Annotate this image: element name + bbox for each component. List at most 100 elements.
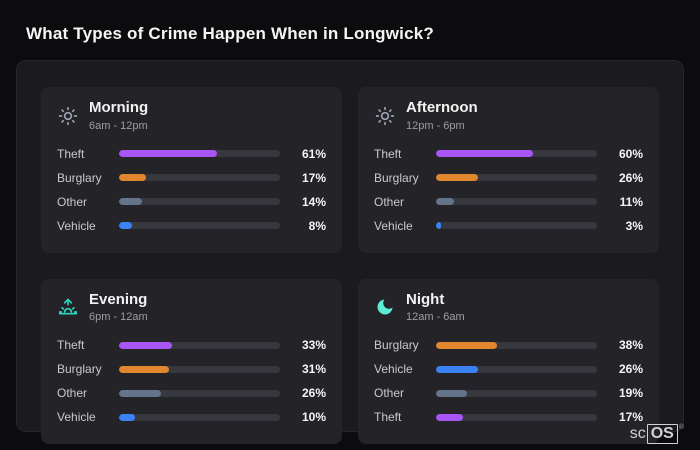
sun-icon (57, 105, 79, 127)
stat-row: Theft 33% (57, 338, 326, 352)
crime-percent: 26% (301, 386, 326, 400)
stat-row: Theft 17% (374, 410, 643, 424)
card-morning: Morning 6am - 12pm Theft 61% Burglary 17… (41, 87, 342, 253)
crime-label: Other (374, 194, 405, 209)
crime-percent: 17% (301, 170, 326, 185)
crime-label: Burglary (374, 338, 419, 352)
bar-track (436, 222, 597, 229)
crime-percent: 19% (618, 386, 643, 400)
bar-fill (436, 222, 441, 229)
card-evening: Evening 6pm - 12am Theft 33% Burglary 31… (41, 278, 342, 444)
bar-track (436, 150, 597, 157)
bar-fill (119, 341, 173, 349)
crime-percent: 17% (618, 410, 643, 424)
card-title: Afternoon (406, 99, 478, 116)
bar-track (119, 389, 280, 397)
bar-fill (436, 389, 467, 397)
crime-percent: 26% (618, 362, 643, 376)
stat-row: Theft 61% (57, 147, 326, 161)
crime-percent: 11% (619, 194, 643, 209)
bar-fill (436, 413, 464, 421)
card-title: Evening (89, 290, 148, 308)
bar-fill (119, 150, 218, 157)
stat-row: Other 26% (57, 386, 326, 400)
bar-track (436, 413, 597, 421)
crime-label: Burglary (57, 170, 102, 185)
bar-track (119, 222, 280, 229)
time-periods-panel: Morning 6am - 12pm Theft 61% Burglary 17… (16, 60, 684, 444)
card-subtitle: 12am - 6am (406, 311, 465, 323)
bar-fill (119, 389, 161, 397)
card-night: Night 12am - 6am Burglary 38% Vehicle 26… (358, 278, 659, 444)
bar-fill (119, 198, 142, 205)
brand-suffix: OS (646, 424, 678, 444)
stat-rows: Theft 33% Burglary 31% Other 26% Vehicle (57, 333, 326, 431)
bar-track (119, 365, 280, 373)
crime-label: Burglary (57, 362, 102, 376)
stat-row: Burglary 26% (374, 171, 643, 185)
bar-track (436, 341, 597, 349)
bar-fill (436, 341, 498, 349)
crime-label: Theft (374, 410, 402, 424)
card-title: Morning (89, 99, 149, 116)
crime-percent: 33% (301, 338, 326, 352)
stat-row: Vehicle 3% (374, 219, 643, 233)
crime-percent: 8% (308, 218, 326, 233)
crime-label: Other (57, 386, 88, 400)
brand-prefix: sc (629, 425, 646, 442)
stat-rows: Theft 61% Burglary 17% Other 14% Vehicle (57, 142, 326, 240)
bar-track (119, 150, 280, 157)
crime-percent: 60% (618, 146, 643, 161)
card-title: Night (406, 290, 445, 308)
crime-label: Theft (57, 146, 85, 161)
crime-label: Vehicle (57, 218, 96, 233)
sun-icon (374, 105, 396, 127)
crime-label: Other (57, 194, 88, 209)
crime-percent: 14% (301, 194, 326, 209)
crime-label: Vehicle (374, 362, 413, 376)
bar-fill (436, 365, 478, 373)
bar-track (119, 198, 280, 205)
bar-track (436, 198, 597, 205)
crime-percent: 31% (301, 362, 326, 376)
crime-label: Theft (57, 338, 85, 352)
stat-row: Other 19% (374, 386, 643, 400)
crime-percent: 3% (625, 218, 643, 233)
stat-row: Other 14% (57, 195, 326, 209)
bar-fill (119, 413, 136, 421)
bar-track (436, 174, 597, 181)
card-header: Morning 6am - 12pm (57, 99, 326, 132)
bar-fill (436, 198, 454, 205)
crime-percent: 61% (301, 146, 326, 161)
sunset-icon (57, 296, 79, 318)
stat-row: Other 11% (374, 195, 643, 209)
stat-row: Burglary 17% (57, 171, 326, 185)
crime-label: Burglary (374, 170, 419, 185)
registered-mark: ® (678, 424, 684, 431)
stat-rows: Burglary 38% Vehicle 26% Other 19% Theft (374, 333, 643, 431)
card-afternoon: Afternoon 12pm - 6pm Theft 60% Burglary … (358, 87, 659, 253)
scos-logo: sc OS ® (630, 424, 684, 444)
stat-row: Theft 60% (374, 147, 643, 161)
bar-track (436, 389, 597, 397)
bar-track (119, 174, 280, 181)
stat-row: Vehicle 8% (57, 219, 326, 233)
stat-row: Burglary 38% (374, 338, 643, 352)
bar-track (436, 365, 597, 373)
crime-label: Other (374, 386, 405, 400)
crime-percent: 26% (618, 170, 643, 185)
page-title: What Types of Crime Happen When in Longw… (26, 24, 435, 43)
card-subtitle: 12pm - 6pm (406, 119, 465, 132)
stat-row: Burglary 31% (57, 362, 326, 376)
card-header: Night 12am - 6am (374, 290, 643, 323)
bar-fill (436, 150, 533, 157)
bar-track (119, 413, 280, 421)
crime-label: Vehicle (57, 410, 96, 424)
stat-row: Vehicle 26% (374, 362, 643, 376)
card-header: Afternoon 12pm - 6pm (374, 99, 643, 132)
stat-row: Vehicle 10% (57, 410, 326, 424)
bar-fill (119, 174, 147, 181)
bar-fill (119, 365, 169, 373)
crime-percent: 10% (301, 410, 326, 424)
stat-rows: Theft 60% Burglary 26% Other 11% Vehicle (374, 142, 643, 240)
